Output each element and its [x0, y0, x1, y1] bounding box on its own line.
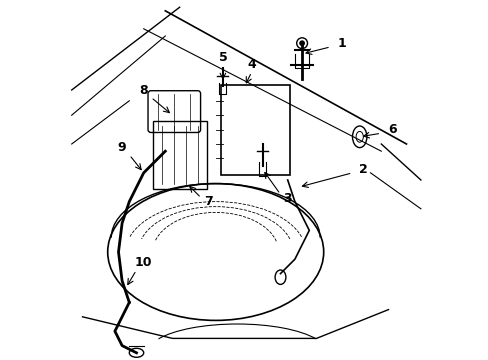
Text: 2: 2 — [358, 163, 367, 176]
Text: 4: 4 — [247, 58, 256, 71]
Text: 5: 5 — [218, 51, 227, 64]
Text: 8: 8 — [139, 84, 148, 96]
Circle shape — [299, 40, 305, 46]
Text: 9: 9 — [118, 141, 126, 154]
Text: 7: 7 — [203, 195, 212, 208]
Text: 3: 3 — [283, 192, 291, 204]
Text: 6: 6 — [387, 123, 396, 136]
Text: 1: 1 — [337, 37, 346, 50]
Text: 10: 10 — [135, 256, 152, 269]
